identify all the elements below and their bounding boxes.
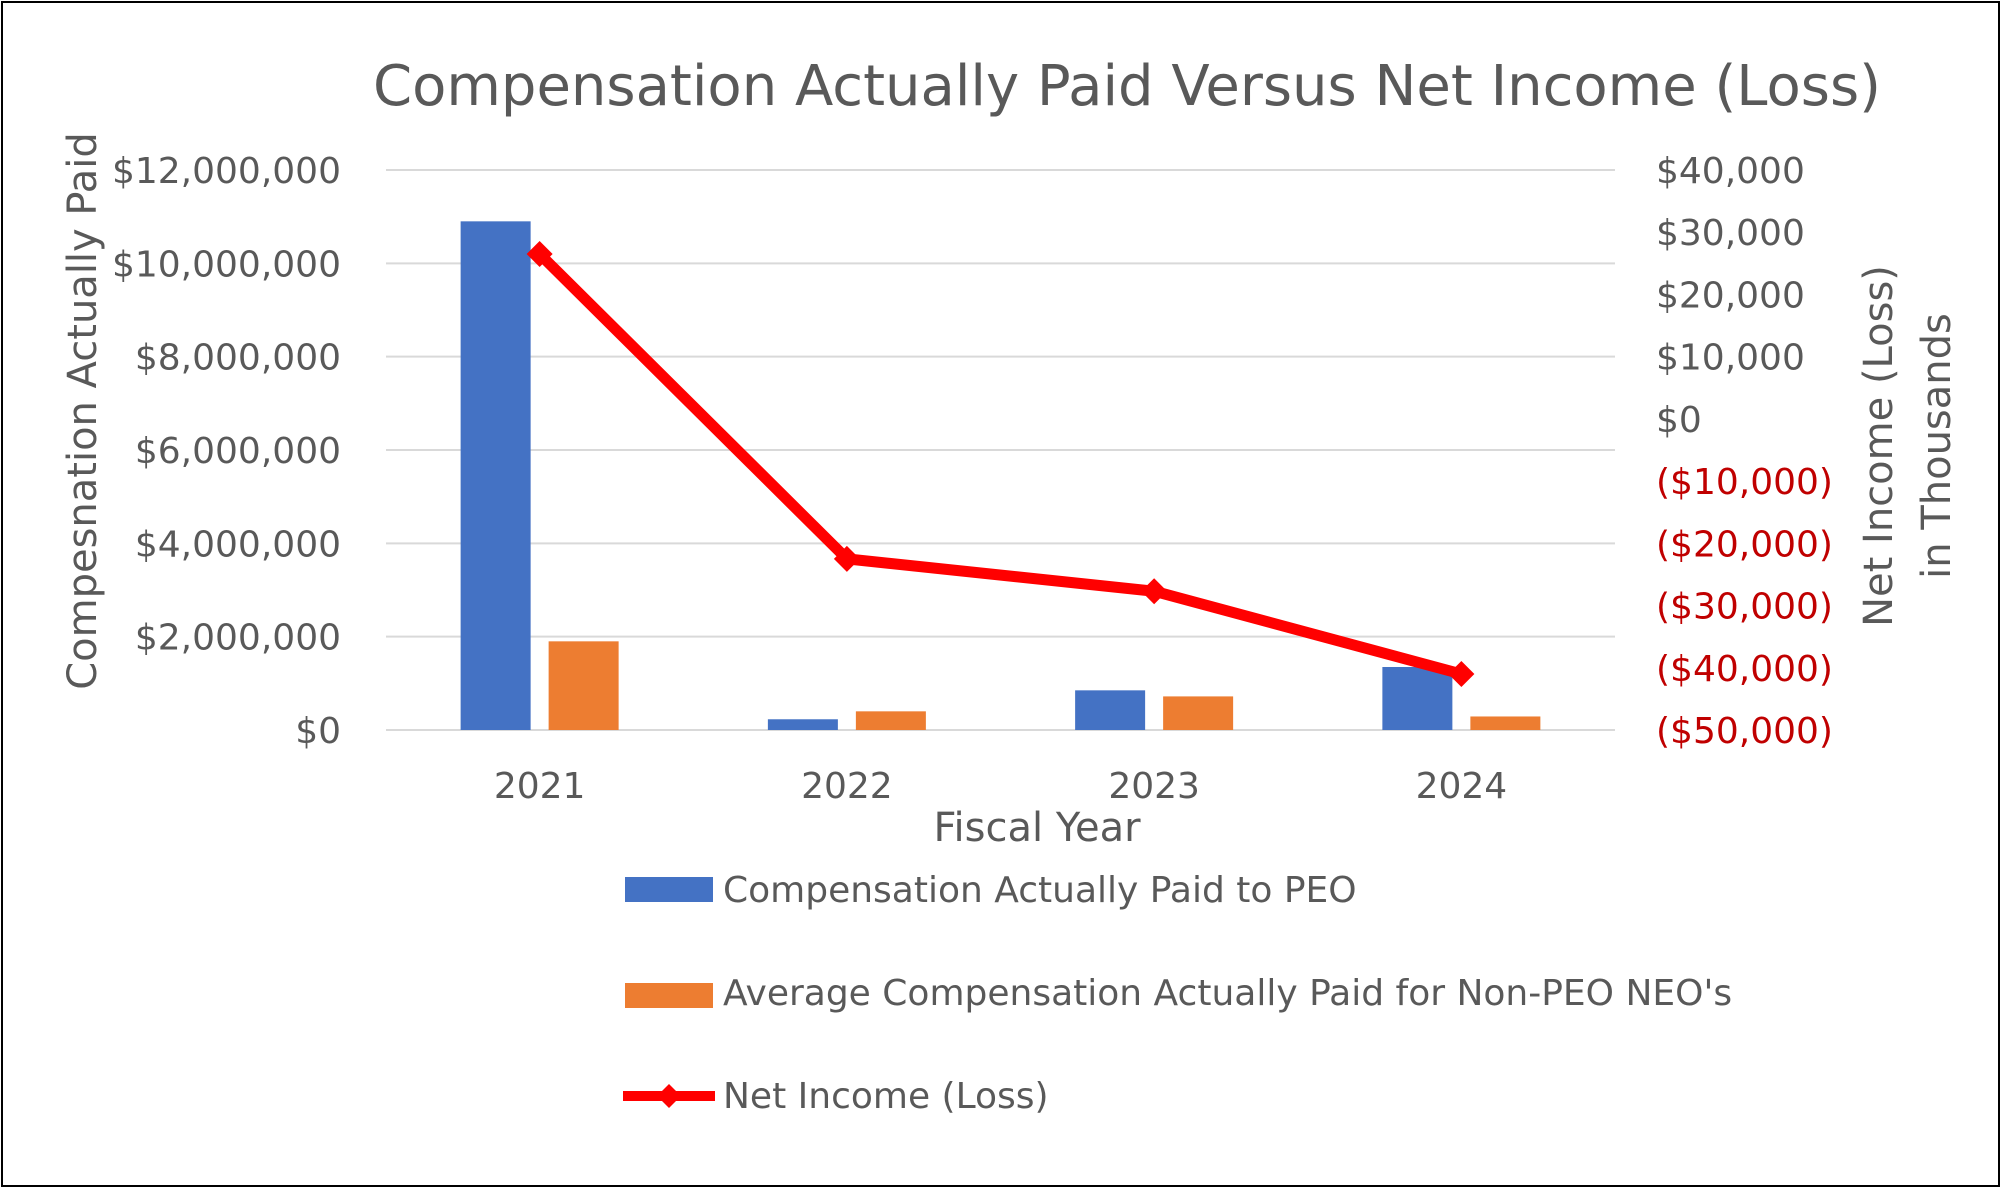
x-tick-label: 2024 (1416, 766, 1508, 807)
legend-label-peo: Compensation Actually Paid to PEO (723, 870, 1357, 911)
y-tick-label: $4,000,000 (135, 524, 341, 565)
y2-tick-label: ($50,000) (1656, 711, 1833, 752)
bars (460, 221, 1541, 731)
net-income-marker-2022 (833, 545, 860, 572)
bar-non-peo-2021 (548, 641, 619, 730)
y2-tick-label: ($40,000) (1656, 649, 1833, 690)
legend-swatch-non-peo (625, 983, 713, 1008)
net-income-marker-2023 (1141, 578, 1168, 605)
legend-marker-net-income (657, 1084, 681, 1108)
y-tick-label: $12,000,000 (112, 151, 341, 192)
net-income-marker-2021 (526, 241, 553, 267)
y2-axis-ticks: ($50,000) ($40,000) ($30,000) ($20,000) ($10… (1656, 151, 1833, 752)
bar-non-peo-2024 (1470, 716, 1541, 730)
bar-non-peo-2023 (1163, 696, 1234, 730)
x-axis-ticks: 2021 2022 2023 2024 (494, 766, 1507, 807)
gridlines (386, 169, 1615, 731)
bar-peo-2021 (460, 221, 531, 731)
bar-non-peo-2022 (855, 711, 926, 730)
chart-title: Compensation Actually Paid Versus Net In… (373, 54, 1881, 119)
y-tick-label: $0 (295, 711, 341, 752)
y-axis-ticks: $0 $2,000,000 $4,000,000 $6,000,000 $8,000,0… (112, 151, 341, 752)
x-tick-label: 2023 (1108, 766, 1200, 807)
legend: Compensation Actually Paid to PEO Averag… (623, 870, 1732, 1117)
y-axis-title: Compesnation Actually Paid (60, 132, 106, 690)
y2-tick-label: ($20,000) (1656, 524, 1833, 565)
bar-peo-2023 (1075, 690, 1146, 730)
chart: Compensation Actually Paid Versus Net In… (60, 54, 1960, 1117)
net-income-line-path (535, 250, 1463, 680)
y-tick-label: $6,000,000 (135, 431, 341, 472)
y2-axis-title-line2: in Thousands (1914, 313, 1960, 579)
legend-label-non-peo: Average Compensation Actually Paid for N… (723, 973, 1732, 1014)
net-income-line (526, 241, 1475, 687)
y2-tick-label: $30,000 (1656, 213, 1805, 254)
bar-peo-2024 (1382, 667, 1453, 730)
x-tick-label: 2021 (494, 766, 586, 807)
y2-tick-label: $10,000 (1656, 338, 1805, 379)
y2-tick-label: $20,000 (1656, 275, 1805, 316)
y-tick-label: $8,000,000 (135, 338, 341, 379)
y2-tick-label: $0 (1656, 400, 1702, 441)
net-income-marker-2024 (1448, 661, 1475, 687)
x-tick-label: 2022 (801, 766, 893, 807)
legend-swatch-peo (625, 877, 713, 902)
y2-axis-title-line1: Net Income (Loss) (1856, 265, 1902, 627)
bar-peo-2022 (767, 719, 838, 730)
y-tick-label: $10,000,000 (112, 244, 341, 285)
y-tick-label: $2,000,000 (135, 618, 341, 659)
y2-tick-label: $40,000 (1656, 151, 1805, 192)
x-axis-title: Fiscal Year (933, 805, 1141, 851)
y2-tick-label: ($10,000) (1656, 462, 1833, 503)
y2-tick-label: ($30,000) (1656, 587, 1833, 628)
legend-label-net-income: Net Income (Loss) (723, 1076, 1049, 1117)
